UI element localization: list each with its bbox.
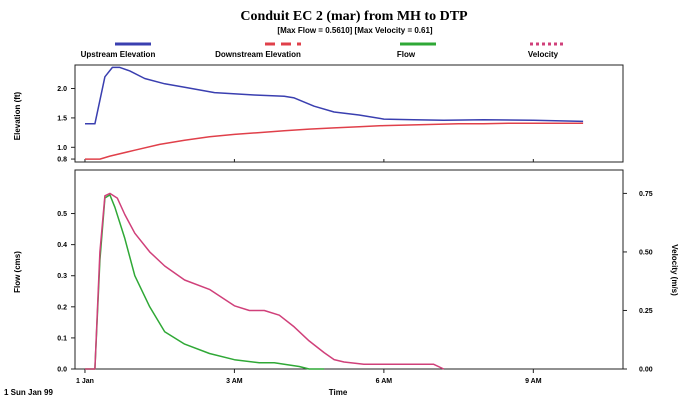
series-line-flow [85, 194, 325, 370]
x-tick-label: 3 AM [226, 378, 243, 385]
bottom-y-tick-label: 0.0 [57, 367, 67, 374]
chart-subtitle: [Max Flow = 0.5610] [Max Velocity = 0.61… [277, 26, 433, 35]
bottom-y-tick-label: 0.1 [57, 335, 67, 342]
series-line-upstream-elevation [85, 66, 584, 125]
bottom-y2-axis-label: Velocity (m/s) [670, 244, 679, 296]
x-start-date-label: 1 Sun Jan 99 [4, 388, 53, 397]
bottom-panel-series [85, 192, 445, 370]
x-axis-label: Time [329, 388, 348, 397]
x-tick-label: 9 AM [525, 378, 542, 385]
legend-label-downstream-elevation: Downstream Elevation [215, 50, 301, 59]
bottom-panel-y2-ticks: 0.00 0.25 0.50 0.75 [623, 191, 653, 374]
bottom-y-tick-label: 0.3 [57, 273, 67, 280]
bottom-y2-tick-label: 0.75 [639, 191, 653, 198]
series-line-velocity [85, 192, 445, 370]
bottom-y-tick-label: 0.2 [57, 304, 67, 311]
bottom-y2-tick-label: 0.00 [639, 367, 653, 374]
bottom-y2-tick-label: 0.25 [639, 308, 653, 315]
x-axis-ticks: 1 Jan 3 AM 6 AM 9 AM [76, 159, 542, 385]
top-y-tick-label: 2.0 [57, 86, 67, 93]
bottom-y2-tick-label: 0.50 [639, 249, 653, 256]
bottom-panel-frame [74, 169, 624, 370]
x-tick-label: 6 AM [376, 378, 393, 385]
top-y-tick-label: 0.8 [57, 157, 67, 164]
legend-label-upstream-elevation: Upstream Elevation [81, 50, 156, 59]
top-y-tick-label: 1.0 [57, 145, 67, 152]
bottom-y-tick-label: 0.5 [57, 211, 67, 218]
chart-title: Conduit EC 2 (mar) from MH to DTP [240, 9, 468, 24]
series-line-downstream-elevation [85, 122, 584, 160]
bottom-y-axis-label: Flow (cms) [13, 251, 22, 293]
top-panel-series [85, 66, 584, 160]
legend-label-flow: Flow [397, 50, 416, 59]
top-panel-frame [74, 64, 624, 163]
bottom-panel-y-ticks: 0.0 0.1 0.2 0.3 0.4 0.5 [57, 211, 75, 374]
legend: Upstream Elevation Downstream Elevation Fl… [81, 42, 566, 59]
top-y-tick-label: 1.5 [57, 115, 67, 122]
top-panel-y-ticks: 0.8 1.0 1.5 2.0 [57, 86, 75, 164]
top-y-axis-label: Elevation (ft) [13, 91, 22, 140]
x-tick-label: 1 Jan [76, 378, 94, 385]
legend-label-velocity: Velocity [528, 50, 559, 59]
bottom-y-tick-label: 0.4 [57, 242, 67, 249]
